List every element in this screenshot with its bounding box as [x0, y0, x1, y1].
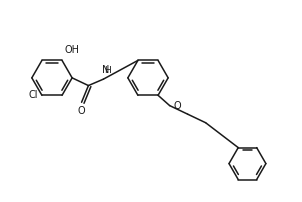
Text: H: H [104, 66, 111, 75]
Text: O: O [77, 106, 85, 116]
Text: O: O [174, 101, 181, 111]
Text: OH: OH [65, 45, 80, 55]
Text: N: N [102, 65, 109, 75]
Text: Cl: Cl [29, 90, 38, 100]
